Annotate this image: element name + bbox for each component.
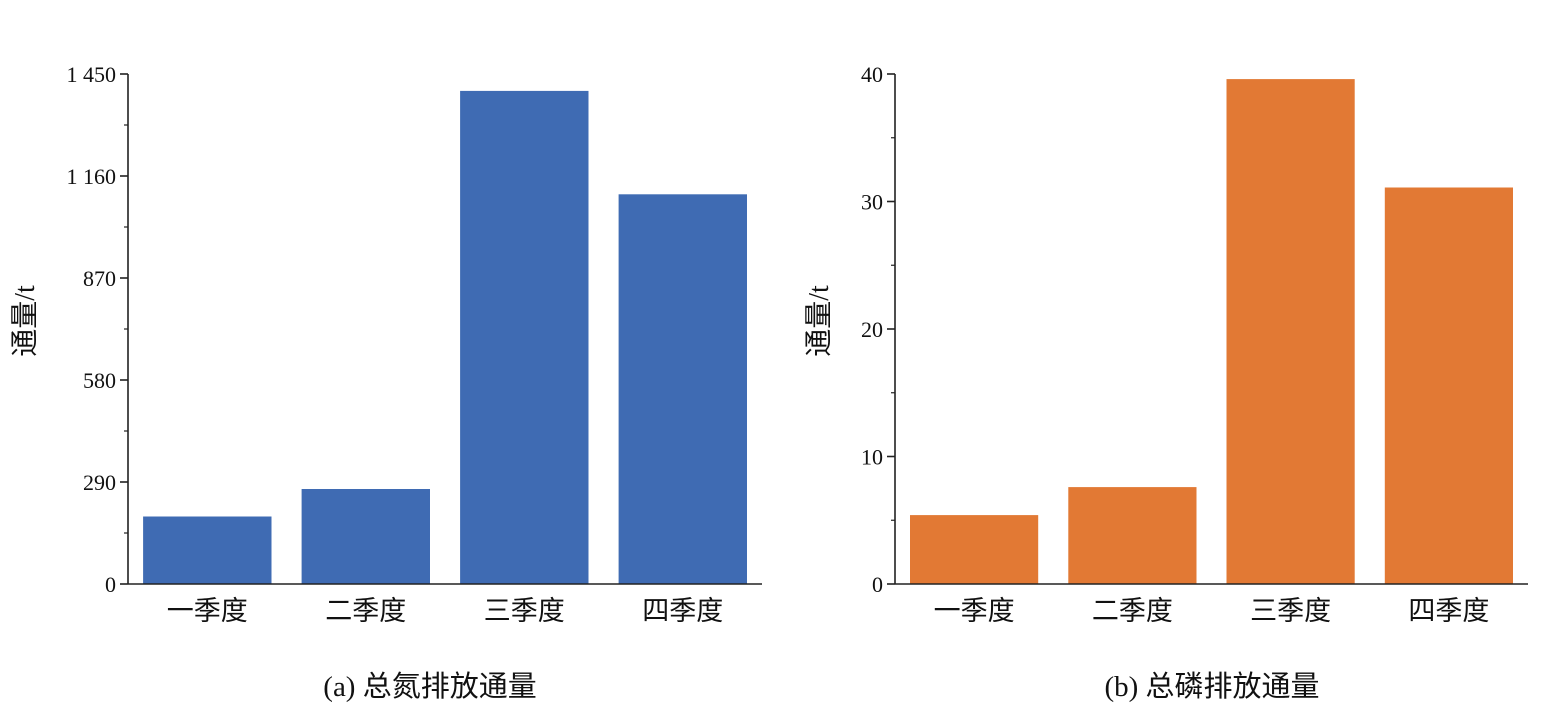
y-tick-label: 580	[83, 368, 116, 393]
y-tick-label: 290	[83, 470, 116, 495]
x-tick-label: 二季度	[1092, 596, 1173, 626]
x-tick-label: 三季度	[484, 596, 565, 626]
x-tick-label: 二季度	[325, 596, 406, 626]
y-tick-label: 0	[872, 572, 883, 597]
y-tick-label: 10	[861, 445, 883, 470]
x-tick-label: 一季度	[934, 596, 1015, 626]
y-tick-label: 20	[861, 317, 883, 342]
y-tick-label: 870	[83, 266, 116, 291]
bar-3	[1226, 79, 1355, 584]
y-tick-label: 1 160	[67, 164, 117, 189]
x-tick-label: 四季度	[1408, 596, 1489, 626]
y-tick-label: 30	[861, 190, 883, 215]
chart-title: (a) 总氮排放通量	[323, 670, 536, 703]
bar-2	[301, 489, 430, 584]
y-axis-title: 通量/t	[804, 285, 835, 357]
y-tick-label: 1 450	[67, 62, 117, 87]
y-axis-title: 通量/t	[10, 285, 41, 357]
bar-2	[1068, 487, 1197, 584]
bar-1	[143, 516, 272, 584]
chart-title: (b) 总磷排放通量	[1104, 670, 1319, 703]
bar-4	[618, 194, 747, 585]
x-tick-label: 三季度	[1250, 596, 1331, 626]
y-tick-label: 0	[105, 572, 116, 597]
panel-phosphorus: 通量/t (b) 总磷排放通量 一季度 二季度 三季度 四季度 0 10 20 30 40	[804, 62, 1528, 703]
x-tick-label: 四季度	[642, 596, 723, 626]
bar-1	[910, 515, 1039, 584]
y-tick-label: 40	[861, 62, 883, 87]
panel-nitrogen: 通量/t (a) 总氮排放通量 一季度 二季度 三季度 四季度 0 290 580 870 1 …	[10, 62, 762, 703]
bar-3	[460, 90, 589, 585]
x-tick-label: 一季度	[167, 596, 248, 626]
bar-4	[1384, 187, 1513, 584]
